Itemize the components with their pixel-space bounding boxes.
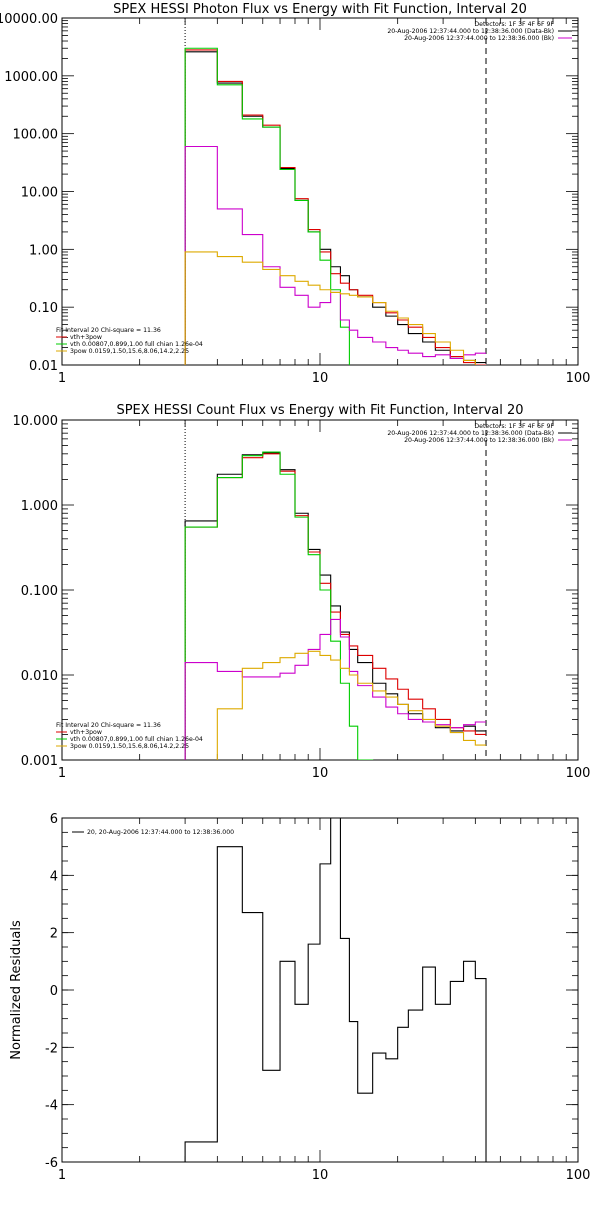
photon-x-tick-label: 100 [566, 371, 591, 386]
count-legend-line: 3pow 0.0159,1.50,15.6,8.06,14.2,2.25 [70, 743, 189, 750]
count-header-line: Detectors: 1F 3F 4F 6F 9F [474, 423, 554, 430]
residuals-series-black [184, 818, 487, 1162]
photon-header-line: Detectors: 1F 3F 4F 6F 9F [474, 21, 554, 28]
photon-series-green [184, 47, 350, 365]
count-legend-line: vth+3pow [70, 729, 102, 736]
photon-y-tick-label: 0.10 [29, 301, 58, 316]
count-series-red [184, 453, 487, 760]
residuals-panel: 1 10 100 -6 -4 -2 0 2 4 6 Normalized Residuals 20, … [9, 812, 590, 1183]
count-title: SPEX HESSI Count Flux vs Energy with Fit… [116, 403, 523, 418]
residuals-legend-line: 20, 20-Aug-2006 12:37:44.000 to 12:38:36… [87, 829, 234, 836]
residuals-y-tick-label: 6 [50, 812, 58, 827]
photon-series-group [184, 47, 487, 365]
residuals-x-tick-label: 1 [58, 1168, 66, 1183]
count-series-magenta [184, 618, 487, 760]
residuals-y-tick-label: -6 [45, 1156, 58, 1171]
count-series-yellow [216, 650, 487, 760]
residuals-y-axis-label: Normalized Residuals [9, 920, 24, 1060]
residuals-y-tick-label: 4 [50, 869, 58, 884]
photon-panel: SPEX HESSI Photon Flux vs Energy with Fi… [0, 2, 591, 386]
count-y-tick-label: 1.000 [21, 499, 58, 514]
photon-legend-line: vth+3pow [70, 334, 102, 341]
count-series-group [184, 451, 487, 760]
residuals-x-tick-label: 100 [566, 1168, 591, 1183]
count-y-tick-label: 0.100 [21, 584, 58, 599]
residuals-y-tick-label: 2 [50, 927, 58, 942]
count-x-tick-label: 100 [566, 766, 591, 781]
count-y-tick-label: 0.010 [21, 669, 58, 684]
residuals-x-tick-label: 10 [312, 1168, 329, 1183]
photon-header-line: 20-Aug-2006 12:37:44.000 to 12:38:36.000… [404, 35, 554, 42]
photon-series-yellow [184, 251, 476, 365]
count-x-tick-label: 1 [58, 766, 66, 781]
count-panel: SPEX HESSI Count Flux vs Energy with Fit… [13, 403, 591, 781]
residuals-y-tick-label: -2 [45, 1041, 58, 1056]
photon-y-tick-label: 10.00 [21, 186, 58, 201]
photon-series-black [184, 51, 487, 365]
photon-x-tick-label: 1 [58, 371, 66, 386]
photon-y-tick-label: 100.00 [13, 128, 59, 143]
photon-legend-line: Fit Interval 20 Chi-square = 11.36 [56, 327, 161, 334]
count-legend-line: vth 0.00807,0.899,1.00 full chian 1.26e-… [70, 736, 203, 743]
count-legend-line: Fit Interval 20 Chi-square = 11.36 [56, 722, 161, 729]
photon-x-tick-label: 10 [312, 371, 329, 386]
count-y-tick-label: 10.000 [13, 414, 59, 429]
residuals-series-group [184, 818, 487, 1162]
photon-header-line: 20-Aug-2006 12:37:44.000 to 12:38:36.000… [387, 28, 554, 35]
count-series-green [184, 451, 374, 760]
photon-y-tick-label: 1000.00 [4, 70, 58, 85]
count-header-line: 20-Aug-2006 12:37:44.000 to 12:38:36.000… [387, 430, 554, 437]
photon-axes-frame [61, 17, 579, 366]
photon-y-tick-label: 10000.00 [0, 12, 58, 27]
photon-legend-line: vth 0.00807,0.899,1.00 full chian 1.26e-… [70, 341, 203, 348]
count-x-tick-label: 10 [312, 766, 329, 781]
photon-title: SPEX HESSI Photon Flux vs Energy with Fi… [113, 2, 527, 17]
count-series-black [184, 452, 487, 760]
residuals-y-tick-label: 0 [50, 984, 58, 999]
photon-series-red [184, 49, 487, 365]
photon-y-tick-label: 0.01 [29, 359, 58, 374]
count-header-line: 20-Aug-2006 12:37:44.000 to 12:38:36.000… [404, 437, 554, 444]
photon-legend-line: 3pow 0.0159,1.50,15.6,8.06,14.2,2.25 [70, 348, 189, 355]
photon-series-magenta [184, 145, 487, 365]
count-y-tick-label: 0.001 [21, 754, 58, 769]
residuals-y-tick-label: -4 [45, 1099, 58, 1114]
photon-y-tick-label: 1.00 [29, 243, 58, 258]
